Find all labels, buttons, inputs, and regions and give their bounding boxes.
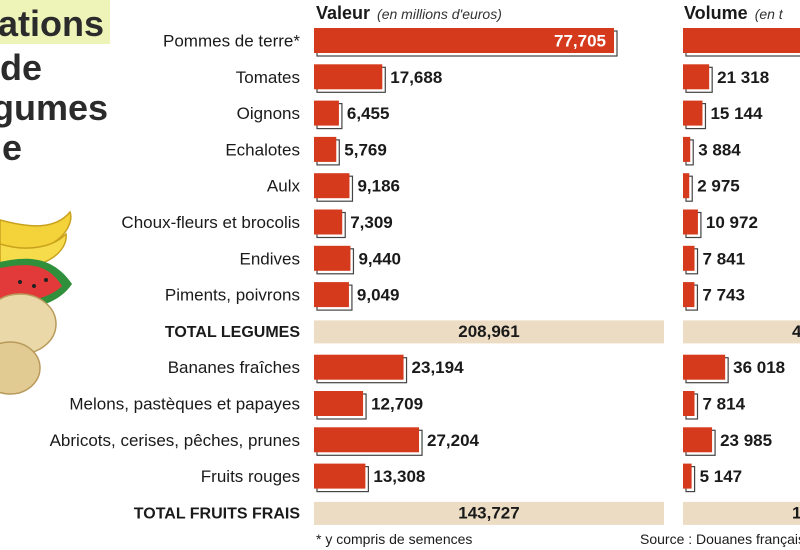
total-volume-label: 4 xyxy=(792,322,800,341)
value-panel-header: Valeur (en millions d'euros) xyxy=(316,3,502,23)
value-bar xyxy=(314,427,420,453)
volume-label: 3 884 xyxy=(698,140,741,159)
total-volume-label: 1 xyxy=(792,503,800,522)
value-label: 6,455 xyxy=(347,104,390,123)
category-label: Tomates xyxy=(236,68,300,87)
value-label: 27,204 xyxy=(427,431,480,450)
volume-label: 21 318 xyxy=(717,68,769,87)
value-bar xyxy=(314,173,350,199)
volume-bar xyxy=(683,245,695,271)
volume-label: 5 147 xyxy=(700,467,743,486)
chart-title-block: ations de gumes ie xyxy=(0,0,120,170)
volume-bar xyxy=(683,209,698,235)
total-band-value xyxy=(314,501,664,525)
volume-label: 2 975 xyxy=(697,177,740,196)
total-band-volume xyxy=(683,501,800,525)
total-band-value xyxy=(314,320,664,344)
source-note: Source : Douanes françaises xyxy=(640,531,800,547)
volume-bar xyxy=(683,173,690,199)
category-label: Piments, poivrons xyxy=(165,286,300,305)
value-label: 9,049 xyxy=(357,286,400,305)
value-bar xyxy=(314,463,366,489)
value-label: 77,705 xyxy=(554,32,606,51)
value-bar xyxy=(314,136,337,162)
category-label: Abricots, cerises, pêches, prunes xyxy=(50,431,300,450)
title-line-3: gumes xyxy=(0,87,109,128)
value-label: 9,440 xyxy=(358,249,401,268)
category-label: Choux-fleurs et brocolis xyxy=(121,213,300,232)
title-line-2: de xyxy=(0,47,43,88)
value-bar xyxy=(314,354,404,380)
volume-label: 10 972 xyxy=(706,213,758,232)
footnote: * y compris de semences xyxy=(316,531,472,547)
value-bar xyxy=(314,391,364,416)
value-label: 7,309 xyxy=(350,213,393,232)
value-label: 17,688 xyxy=(390,68,442,87)
volume-bar xyxy=(683,28,800,53)
value-bar xyxy=(314,209,343,235)
category-label: Oignons xyxy=(237,104,300,123)
value-bar xyxy=(314,64,383,90)
volume-bar xyxy=(683,282,695,308)
value-label: 13,308 xyxy=(373,467,425,486)
value-label: 5,769 xyxy=(344,140,387,159)
category-label: Bananes fraîches xyxy=(168,358,300,377)
value-bar xyxy=(314,282,349,308)
title-highlight xyxy=(0,0,110,44)
volume-bar xyxy=(683,136,691,162)
volume-bar xyxy=(683,354,726,380)
volume-label: 7 743 xyxy=(702,286,745,305)
value-label: 12,709 xyxy=(371,395,423,414)
volume-bar xyxy=(683,64,710,90)
fruit-illustration xyxy=(0,210,72,395)
total-value-label: 143,727 xyxy=(458,503,519,522)
volume-bar xyxy=(683,427,713,453)
value-bar xyxy=(314,245,351,271)
volume-bar xyxy=(683,100,703,126)
title-line-1: ations xyxy=(0,3,105,44)
category-label: Aulx xyxy=(267,177,301,196)
total-band-volume xyxy=(683,320,800,344)
category-label: Endives xyxy=(240,249,300,268)
value-bar xyxy=(314,100,339,126)
category-label: Echalotes xyxy=(225,140,300,159)
value-bar xyxy=(314,28,614,53)
volume-panel-header: Volume (en t xyxy=(684,3,784,23)
volume-label: 23 985 xyxy=(720,431,772,450)
volume-label: 7 841 xyxy=(703,249,746,268)
volume-bar xyxy=(683,391,695,416)
category-label: Pommes de terre* xyxy=(163,32,300,51)
value-label: 23,194 xyxy=(412,358,465,377)
value-label: 9,186 xyxy=(357,177,400,196)
volume-label: 15 144 xyxy=(710,104,763,123)
category-label: TOTAL FRUITS FRAIS xyxy=(134,505,301,522)
total-value-label: 208,961 xyxy=(458,322,519,341)
category-label: Fruits rouges xyxy=(201,467,300,486)
category-label: Melons, pastèques et papayes xyxy=(69,395,300,414)
volume-label: 36 018 xyxy=(733,358,785,377)
title-line-4: ie xyxy=(0,127,23,168)
volume-label: 7 814 xyxy=(702,395,745,414)
category-label: TOTAL LEGUMES xyxy=(165,324,300,341)
volume-bar xyxy=(683,463,692,489)
